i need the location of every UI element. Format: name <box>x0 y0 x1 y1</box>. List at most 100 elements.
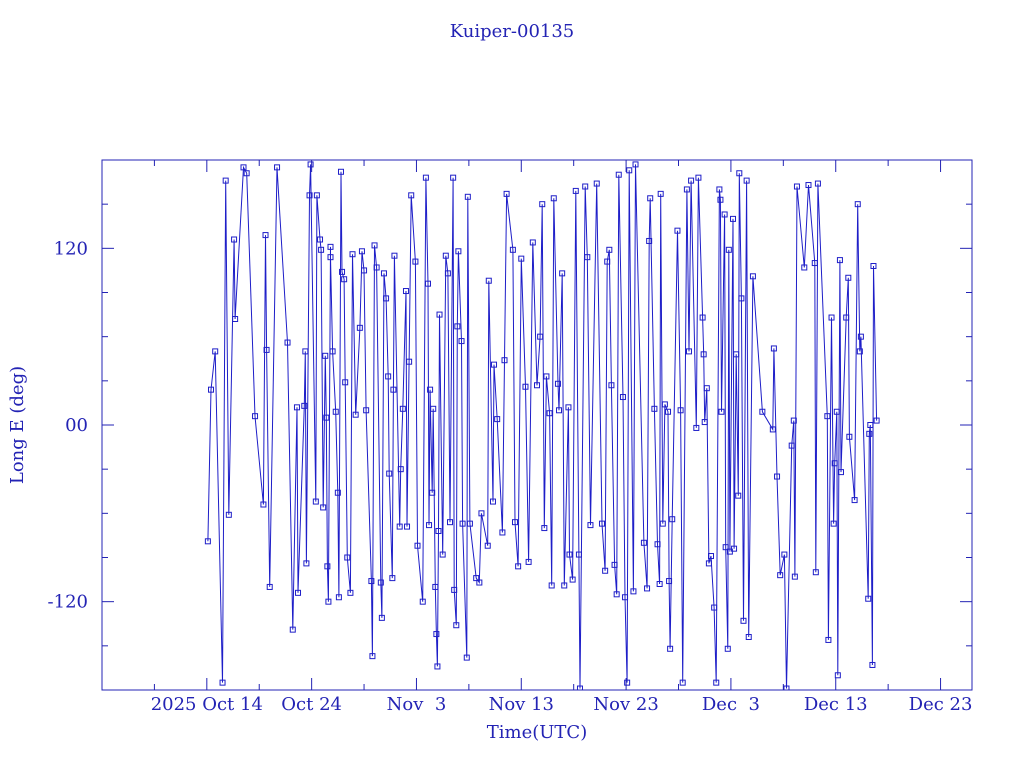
point-marker <box>252 413 259 420</box>
point-marker <box>856 348 863 355</box>
point-marker <box>870 263 877 269</box>
point-marker <box>430 405 437 412</box>
point-marker <box>688 177 695 184</box>
point-marker <box>854 201 861 208</box>
point-marker <box>550 195 557 202</box>
point-marker <box>677 407 684 414</box>
point-marker <box>561 582 568 589</box>
point-marker <box>837 469 844 476</box>
point-marker <box>825 636 832 643</box>
point-marker <box>867 422 874 428</box>
point-marker <box>295 589 302 596</box>
point-marker <box>701 419 708 426</box>
point-marker <box>724 645 731 652</box>
point-marker <box>679 679 686 686</box>
point-marker <box>307 161 314 168</box>
point-marker <box>459 520 466 527</box>
point-marker <box>225 511 232 518</box>
point-marker <box>587 522 594 529</box>
point-marker <box>788 442 795 449</box>
point-marker <box>344 554 351 561</box>
point-marker <box>824 413 831 420</box>
point-marker <box>325 598 332 605</box>
point-marker <box>451 586 458 593</box>
point-marker <box>396 523 403 530</box>
point-marker <box>725 246 732 253</box>
point-marker <box>412 258 419 265</box>
point-marker <box>738 295 745 302</box>
point-marker <box>730 215 737 222</box>
point-marker <box>334 489 341 496</box>
point-marker <box>320 504 327 511</box>
y-tick-label: 120 <box>54 238 88 259</box>
point-marker <box>337 168 344 175</box>
point-marker <box>515 563 522 570</box>
point-marker <box>463 654 470 661</box>
point-marker <box>572 187 579 194</box>
point-marker <box>313 192 320 199</box>
point-marker <box>377 579 384 586</box>
point-marker <box>836 257 843 264</box>
point-marker <box>455 248 462 255</box>
point-marker <box>651 405 658 412</box>
point-marker <box>303 560 310 567</box>
point-marker <box>659 520 666 527</box>
point-marker <box>866 430 873 437</box>
point-marker <box>759 408 766 415</box>
point-marker <box>347 589 354 596</box>
point-marker <box>212 348 219 355</box>
point-marker <box>593 180 600 187</box>
point-marker <box>740 617 747 624</box>
point-marker <box>791 573 798 580</box>
point-marker <box>814 180 821 187</box>
point-marker <box>511 519 518 526</box>
point-marker <box>306 192 313 199</box>
point-marker <box>830 520 837 527</box>
point-marker <box>661 401 668 408</box>
point-marker <box>433 631 440 638</box>
point-marker <box>363 407 370 414</box>
point-marker <box>705 560 712 567</box>
point-marker <box>624 679 631 686</box>
point-marker <box>869 661 876 668</box>
series-line <box>207 164 878 689</box>
point-marker <box>266 583 273 590</box>
point-marker <box>342 379 349 386</box>
point-marker <box>435 528 442 534</box>
point-marker <box>731 545 738 552</box>
point-marker <box>525 558 532 565</box>
point-marker <box>473 575 480 582</box>
point-marker <box>318 246 325 253</box>
point-marker <box>812 569 819 576</box>
point-marker <box>857 333 864 340</box>
point-marker <box>208 386 215 393</box>
point-marker <box>608 382 615 389</box>
point-marker <box>391 252 398 259</box>
point-marker <box>749 273 756 280</box>
point-marker <box>399 405 406 412</box>
point-marker <box>781 551 788 558</box>
point-marker <box>539 201 546 208</box>
point-marker <box>240 164 247 171</box>
point-marker <box>302 348 309 355</box>
point-marker <box>383 295 390 302</box>
point-marker <box>576 685 583 690</box>
point-marker <box>484 542 491 549</box>
point-marker <box>613 591 620 598</box>
point-marker <box>582 183 589 190</box>
point-marker <box>485 277 492 284</box>
point-marker <box>622 594 629 601</box>
point-marker <box>529 239 536 246</box>
point-marker <box>845 274 852 281</box>
point-marker <box>548 582 555 589</box>
point-marker <box>341 276 348 283</box>
point-marker <box>464 193 471 200</box>
point-marker <box>404 523 411 530</box>
point-marker <box>602 567 609 574</box>
point-marker <box>289 626 296 633</box>
point-marker <box>489 498 496 505</box>
point-marker <box>427 386 434 393</box>
point-marker <box>453 622 460 629</box>
point-marker <box>543 373 550 380</box>
point-marker <box>584 254 591 261</box>
